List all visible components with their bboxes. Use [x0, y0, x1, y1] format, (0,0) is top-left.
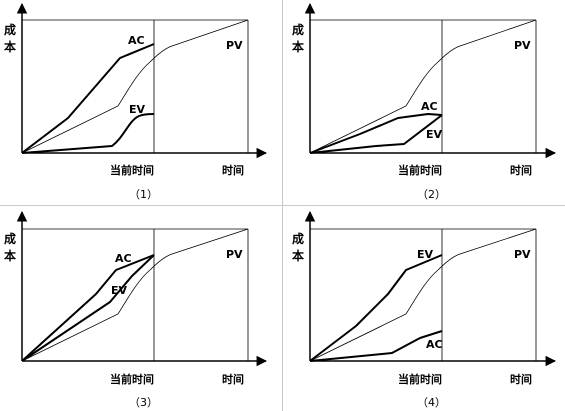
- ac-label: AC: [426, 338, 443, 351]
- panel-1: 成本 AC PV EV 当前时间 时间 （1）: [4, 2, 268, 201]
- pv-label: PV: [514, 248, 531, 261]
- ev-label: EV: [417, 248, 434, 261]
- pv-curve: [21, 19, 249, 154]
- caption: （2）: [417, 188, 446, 201]
- ev-curve: [21, 113, 155, 154]
- caption: （4）: [417, 396, 446, 409]
- time-label: 时间: [510, 372, 532, 386]
- pv-label: PV: [226, 39, 243, 52]
- ev-curve: [309, 114, 443, 154]
- y-label-top: 成本: [292, 22, 304, 54]
- ev-label: EV: [129, 103, 146, 116]
- panel-4: 成本 EV PV AC 当前时间 时间 （4）: [292, 210, 557, 409]
- panel-2: 成本 PV AC EV 当前时间 时间 （2）: [292, 2, 557, 201]
- current-time-label: 当前时间: [398, 372, 442, 386]
- ac-label: AC: [115, 252, 132, 265]
- current-time-label: 当前时间: [398, 163, 442, 177]
- ev-label: EV: [111, 284, 128, 297]
- time-label: 时间: [510, 163, 532, 177]
- caption: （1）: [129, 188, 158, 201]
- ac-label: AC: [421, 100, 438, 113]
- panel-3: 成本 AC PV EV 当前时间 时间 （3）: [4, 210, 268, 409]
- ac-curve: [309, 113, 443, 154]
- current-time-label: 当前时间: [110, 372, 154, 386]
- ac-curve: [21, 43, 155, 154]
- ac-curve: [309, 330, 443, 362]
- pv-curve: [309, 228, 537, 362]
- y-label-top: 成本: [4, 231, 16, 263]
- current-time-label: 当前时间: [110, 163, 154, 177]
- y-label-top: 成本: [4, 22, 16, 54]
- pv-curve: [21, 228, 249, 362]
- ev-label: EV: [426, 128, 443, 141]
- pv-curve: [309, 19, 537, 154]
- pv-label: PV: [226, 248, 243, 261]
- ac-curve: [21, 254, 155, 362]
- ac-label: AC: [128, 34, 145, 47]
- ev-curve: [309, 254, 443, 362]
- y-label-top: 成本: [292, 231, 304, 263]
- time-label: 时间: [222, 372, 244, 386]
- pv-label: PV: [514, 39, 531, 52]
- ev-curve: [21, 254, 155, 362]
- time-label: 时间: [222, 163, 244, 177]
- caption: （3）: [129, 396, 158, 409]
